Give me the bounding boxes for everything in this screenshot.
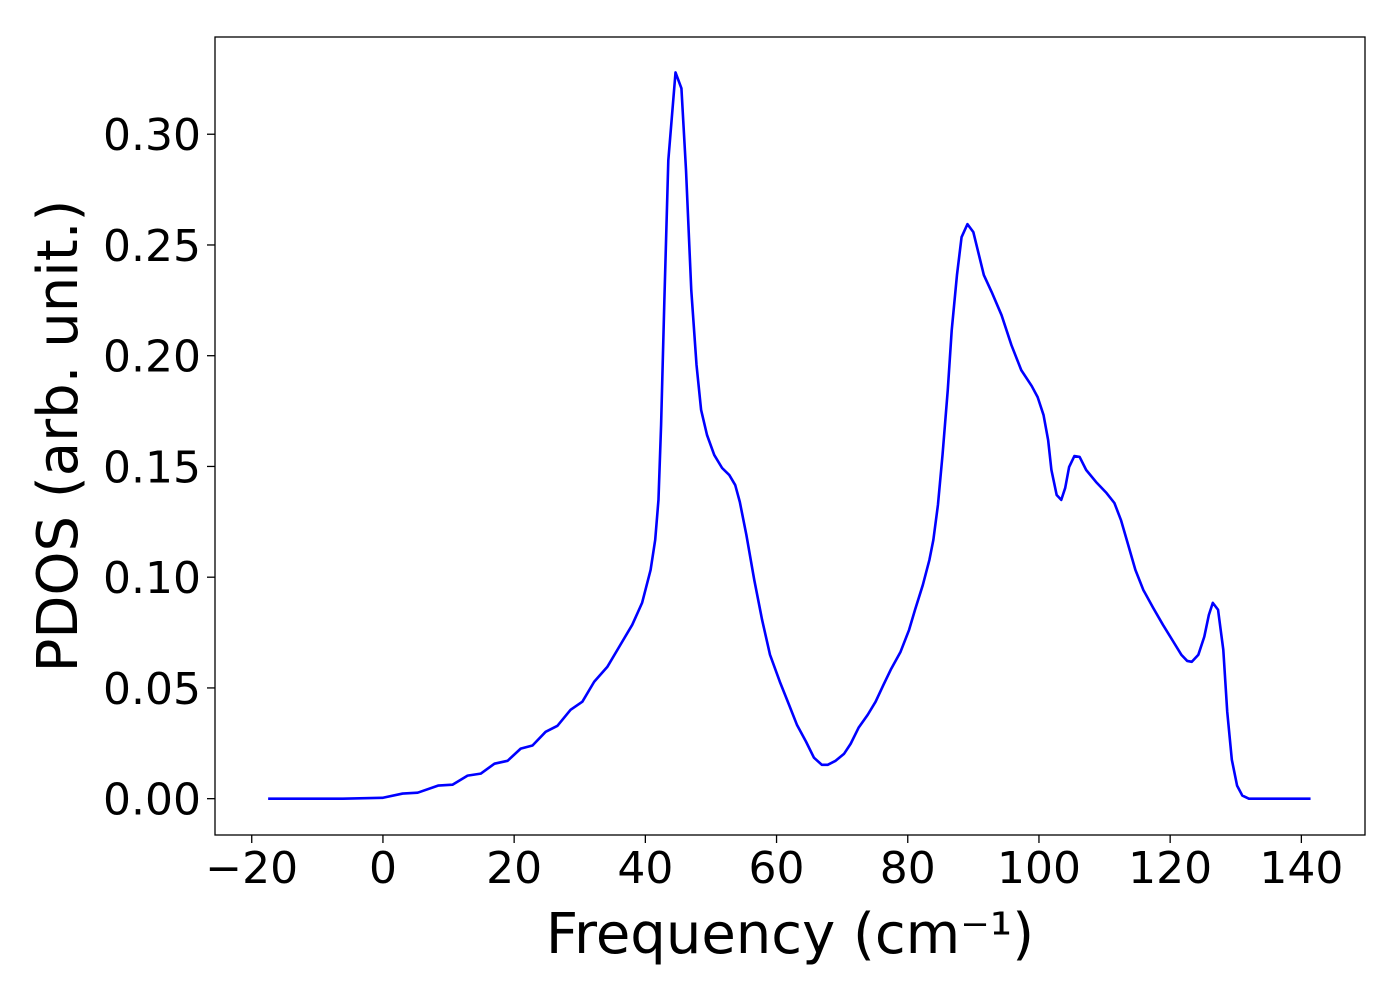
y-tick-label: 0.10 <box>103 553 201 604</box>
x-tick-label: 20 <box>486 843 542 894</box>
y-tick-label: 0.05 <box>103 664 201 715</box>
data-line <box>268 71 1311 800</box>
plot-frame <box>214 36 1366 836</box>
x-tick-label: −20 <box>205 843 298 894</box>
y-tick-label: 0.20 <box>103 332 201 383</box>
x-tick-label: 0 <box>369 843 397 894</box>
y-tick-label: 0.00 <box>103 775 201 826</box>
x-tick-label: 120 <box>1128 843 1212 894</box>
x-tick-label: 140 <box>1259 843 1343 894</box>
x-tick-label: 60 <box>749 843 805 894</box>
y-tick-label: 0.25 <box>103 221 201 272</box>
x-tick-label: 40 <box>617 843 673 894</box>
y-tick-label: 0.15 <box>103 442 201 493</box>
y-tick-label: 0.30 <box>103 110 201 161</box>
x-tick-label: 100 <box>997 843 1081 894</box>
y-axis-label: PDOS (arb. unit.) <box>26 200 91 673</box>
x-axis-label: Frequency (cm⁻¹) <box>546 902 1034 967</box>
x-tick-label: 80 <box>880 843 936 894</box>
